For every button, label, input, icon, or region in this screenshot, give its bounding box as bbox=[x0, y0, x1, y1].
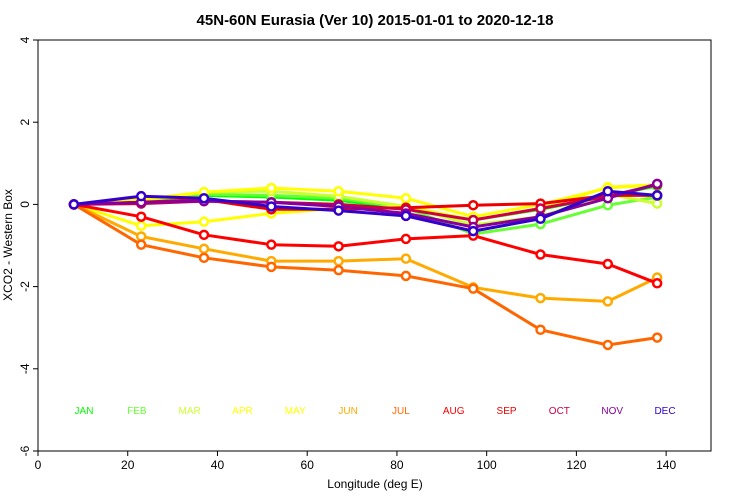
month-label-sep: SEP bbox=[497, 406, 517, 417]
month-label-jun: JUN bbox=[338, 406, 357, 417]
x-tick-label: 40 bbox=[211, 458, 225, 472]
series-line bbox=[73, 202, 658, 285]
month-label-apr: APR bbox=[232, 406, 253, 417]
data-point bbox=[135, 220, 147, 232]
data-point bbox=[602, 185, 614, 197]
data-point bbox=[651, 190, 663, 201]
data-point bbox=[602, 296, 614, 307]
month-label-may: MAY bbox=[285, 406, 306, 417]
data-point bbox=[535, 292, 546, 304]
data-point bbox=[651, 332, 663, 343]
data-point bbox=[400, 233, 412, 245]
data-point bbox=[198, 216, 210, 227]
data-point bbox=[535, 203, 546, 214]
data-point bbox=[602, 258, 614, 270]
month-label-nov: NOV bbox=[601, 406, 623, 417]
data-point bbox=[266, 182, 277, 194]
x-axis-title: Longitude (deg E) bbox=[327, 477, 422, 491]
series-line bbox=[73, 203, 658, 347]
data-point bbox=[535, 213, 546, 225]
data-point bbox=[266, 261, 277, 273]
data-point bbox=[333, 264, 344, 276]
data-point bbox=[400, 192, 412, 204]
data-point bbox=[602, 339, 614, 351]
data-point bbox=[535, 324, 546, 336]
x-tick-label: 0 bbox=[35, 458, 42, 472]
data-point bbox=[467, 225, 479, 237]
data-point bbox=[68, 199, 80, 210]
data-point bbox=[400, 210, 412, 222]
month-label-oct: OCT bbox=[549, 406, 570, 417]
ticks-layer: 0 20 40 60 80 100 120 140 -6 -4 -2 0 2 4 bbox=[18, 36, 676, 472]
y-axis-title: XCO2 - Western Box bbox=[1, 189, 15, 301]
y-tick-label: 2 bbox=[18, 119, 32, 126]
data-point bbox=[333, 255, 344, 267]
series-layer bbox=[68, 178, 663, 351]
y-tick-label: -4 bbox=[18, 363, 32, 374]
series-dec bbox=[68, 185, 663, 237]
data-point bbox=[135, 211, 147, 222]
chart-title: 45N-60N Eurasia (Ver 10) 2015-01-01 to 2… bbox=[197, 12, 554, 29]
x-tick-label: 140 bbox=[656, 458, 676, 472]
x-tick-label: 120 bbox=[566, 458, 586, 472]
data-point bbox=[400, 270, 412, 282]
month-label-jul: JUL bbox=[392, 406, 410, 417]
y-tick-label: -6 bbox=[18, 445, 32, 456]
x-tick-label: 100 bbox=[477, 458, 497, 472]
data-point bbox=[651, 278, 663, 289]
data-point bbox=[135, 231, 147, 242]
data-point bbox=[651, 198, 663, 209]
series-line bbox=[73, 189, 658, 233]
x-tick-label: 80 bbox=[390, 458, 404, 472]
data-point bbox=[198, 229, 210, 241]
month-label-aug: AUG bbox=[443, 406, 465, 417]
x-tick-label: 60 bbox=[301, 458, 315, 472]
series-line bbox=[73, 203, 658, 303]
data-point bbox=[333, 205, 344, 216]
data-point bbox=[198, 252, 210, 264]
data-point bbox=[198, 243, 210, 255]
month-label-jan: JAN bbox=[75, 406, 94, 417]
month-label-mar: MAR bbox=[179, 406, 201, 417]
data-point bbox=[651, 178, 663, 190]
month-labels: JAN FEB MAR APR MAY JUN JUL AUG SEP OCT NOV DEC bbox=[75, 406, 676, 417]
data-point bbox=[400, 253, 412, 264]
data-point bbox=[135, 239, 147, 250]
data-point bbox=[467, 283, 479, 294]
data-point bbox=[266, 239, 277, 250]
plot-frame bbox=[37, 39, 712, 452]
month-label-dec: DEC bbox=[654, 406, 675, 417]
x-tick-label: 20 bbox=[121, 458, 135, 472]
month-label-feb: FEB bbox=[127, 406, 147, 417]
data-point bbox=[535, 249, 546, 260]
y-tick-label: 0 bbox=[18, 201, 32, 208]
data-point bbox=[467, 199, 479, 211]
data-point bbox=[333, 241, 344, 252]
y-tick-label: -2 bbox=[18, 281, 32, 292]
y-tick-label: 4 bbox=[18, 36, 32, 43]
series-line bbox=[73, 182, 658, 229]
data-point bbox=[333, 185, 344, 197]
data-point bbox=[266, 201, 277, 212]
data-point bbox=[135, 190, 147, 202]
data-point bbox=[198, 192, 210, 204]
